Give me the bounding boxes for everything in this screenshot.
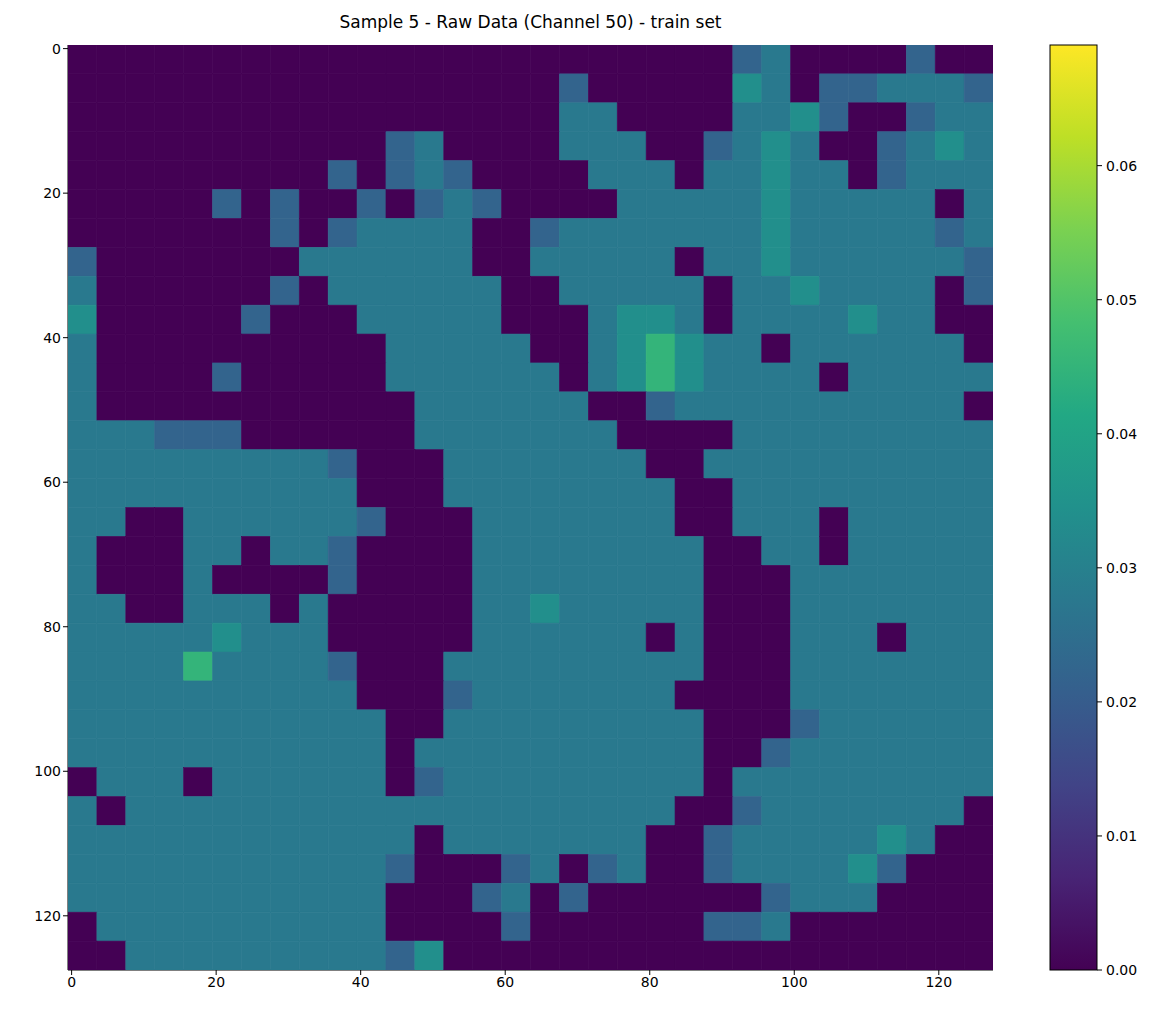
svg-text:100: 100 (34, 763, 61, 779)
svg-text:80: 80 (641, 974, 659, 990)
svg-text:0.04: 0.04 (1106, 426, 1137, 442)
svg-text:120: 120 (925, 974, 952, 990)
svg-text:0.02: 0.02 (1106, 694, 1137, 710)
svg-text:40: 40 (43, 330, 61, 346)
svg-text:60: 60 (43, 474, 61, 490)
html-text:Sample 5 - Raw Data (Channel 5: Sample 5 - Raw Data (Channel 50) - train… (339, 12, 722, 32)
svg-text:80: 80 (43, 619, 61, 635)
svg-text:0.03: 0.03 (1106, 560, 1137, 576)
svg-text:0: 0 (67, 974, 76, 990)
svg-text:60: 60 (496, 974, 514, 990)
svg-text:20: 20 (207, 974, 225, 990)
svg-text:0: 0 (52, 41, 61, 57)
svg-text:0.00: 0.00 (1106, 962, 1137, 978)
svg-text:100: 100 (781, 974, 808, 990)
svg-text:0.01: 0.01 (1106, 828, 1137, 844)
svg-text:0.05: 0.05 (1106, 292, 1137, 308)
svg-text:40: 40 (352, 974, 370, 990)
svg-text:20: 20 (43, 185, 61, 201)
svg-text:0.06: 0.06 (1106, 158, 1137, 174)
svg-text:120: 120 (34, 908, 61, 924)
